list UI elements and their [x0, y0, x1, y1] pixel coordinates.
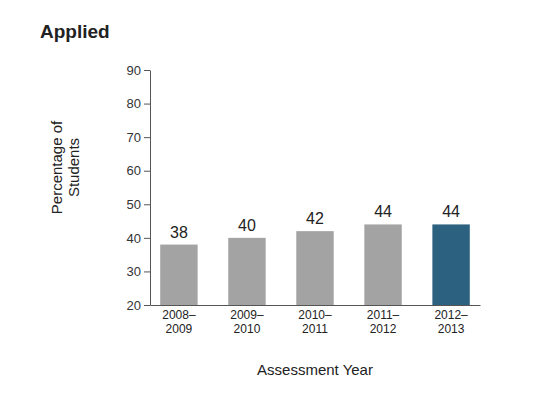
y-tick-label: 20	[127, 298, 141, 313]
y-tick-label: 60	[127, 163, 141, 178]
y-tick-mark	[144, 137, 150, 138]
y-axis-line	[150, 71, 151, 306]
data-label: 44	[374, 203, 392, 220]
y-axis: 20 30 40 50 60 70 80 90	[127, 63, 151, 313]
bar	[296, 231, 333, 305]
x-tick: 2012–2013	[434, 308, 468, 336]
chart: 20 30 40 50 60 70 80 90 2008–2009 2009–2010 2010–2…	[0, 0, 550, 410]
y-tick: 80	[127, 96, 150, 111]
y-tick-mark	[144, 171, 150, 172]
y-tick: 30	[127, 264, 150, 279]
data-labels: 38 40 42 44 44	[170, 203, 460, 240]
y-tick-label: 50	[127, 197, 141, 212]
x-tick-label: 2011–2012	[367, 308, 400, 336]
x-axis: 2008–2009 2009–2010 2010–2011 2011–2012 2012…	[151, 306, 481, 336]
y-tick-label: 80	[127, 96, 141, 111]
y-tick: 60	[127, 163, 150, 178]
y-tick: 70	[127, 130, 150, 145]
y-tick: 50	[127, 197, 150, 212]
y-tick-mark	[144, 305, 150, 306]
y-tick-label: 90	[127, 63, 141, 78]
data-label: 40	[238, 217, 256, 234]
x-tick-label: 2010–2011	[298, 308, 332, 336]
y-tick: 40	[127, 231, 150, 246]
bars	[160, 224, 470, 305]
x-tick-label: 2012–2013	[434, 308, 468, 336]
data-label: 44	[442, 203, 460, 220]
bar	[160, 245, 197, 305]
bar	[364, 224, 401, 305]
y-tick-label: 30	[127, 264, 141, 279]
x-tick-label: 2008–2009	[162, 308, 196, 336]
y-tick-mark	[144, 238, 150, 239]
x-axis-title: Assessment Year	[257, 361, 373, 378]
x-tick: 2008–2009	[162, 308, 196, 336]
bar	[432, 224, 469, 305]
y-tick-mark	[144, 104, 150, 105]
y-tick: 90	[127, 63, 150, 78]
data-label: 42	[306, 210, 324, 227]
y-axis-title: Percentage ofStudents	[48, 120, 82, 214]
y-tick: 20	[127, 298, 150, 313]
title: Applied	[40, 21, 110, 42]
x-tick: 2011–2012	[367, 308, 400, 336]
y-tick-label: 70	[127, 130, 141, 145]
y-tick-mark	[144, 271, 150, 272]
x-tick-label: 2009–2010	[230, 308, 264, 336]
x-tick: 2010–2011	[298, 308, 332, 336]
bar	[228, 238, 265, 305]
y-tick-mark	[144, 204, 150, 205]
plot: 20 30 40 50 60 70 80 90 2008–2009 2009–2010 2010–2…	[127, 63, 481, 336]
y-tick-mark	[144, 70, 150, 71]
y-tick-label: 40	[127, 231, 141, 246]
data-label: 38	[170, 224, 188, 241]
x-tick: 2009–2010	[230, 308, 264, 336]
x-axis-line	[151, 305, 481, 306]
